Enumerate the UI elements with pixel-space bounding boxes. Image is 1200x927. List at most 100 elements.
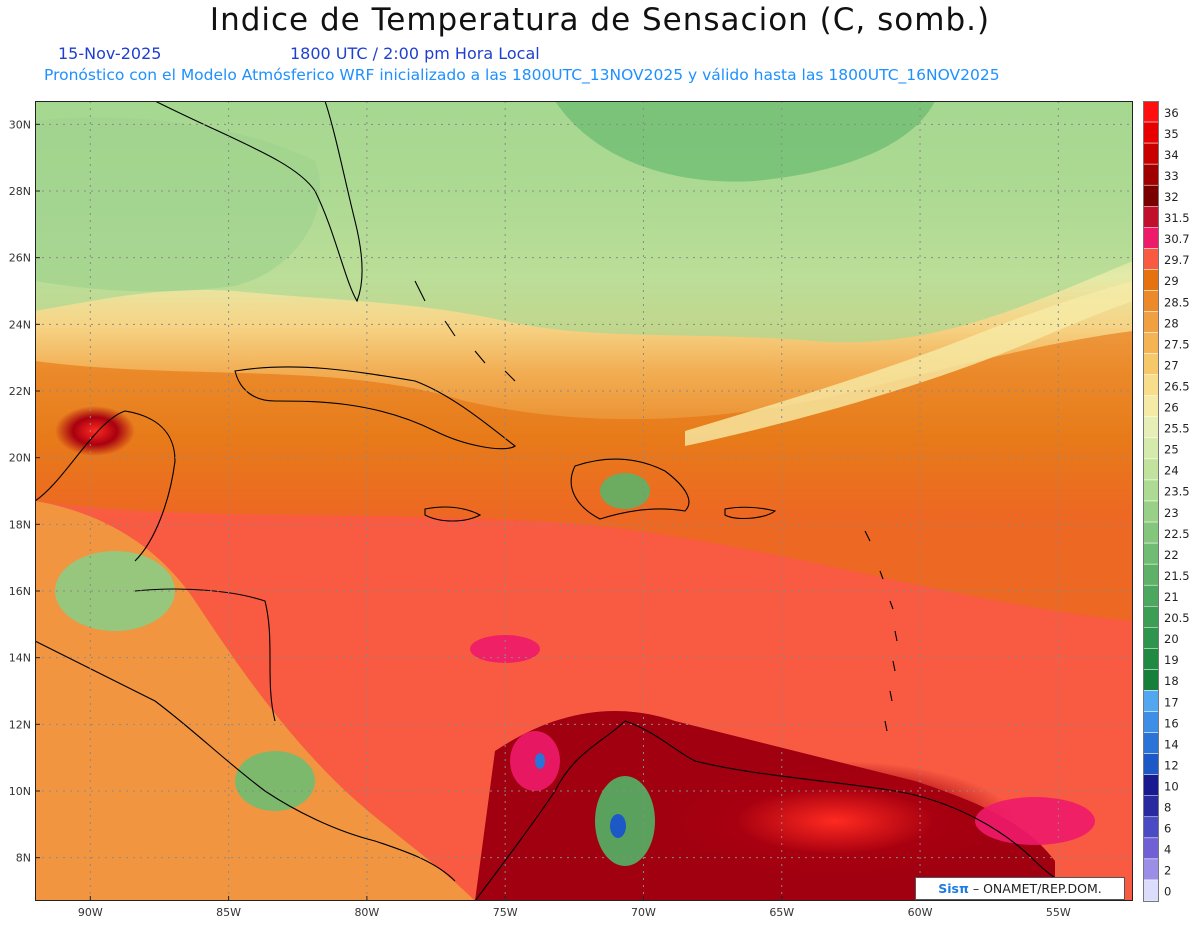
lon-label: 60W bbox=[908, 906, 933, 919]
legend-swatch bbox=[1143, 395, 1160, 418]
legend-label: 25.5 bbox=[1164, 422, 1190, 436]
central-america-coast bbox=[35, 640, 456, 882]
legend-label: 31.5 bbox=[1164, 211, 1190, 225]
legend-swatch bbox=[1143, 732, 1160, 754]
legend-label: 19 bbox=[1164, 653, 1179, 667]
puerto-rico-coast bbox=[724, 506, 777, 520]
hispaniola-coast bbox=[570, 458, 690, 520]
legend-label: 25 bbox=[1164, 443, 1179, 457]
credit-box: Sisπ – ONAMET/REP.DOM. bbox=[915, 877, 1125, 900]
lat-label: 10N bbox=[9, 785, 31, 798]
legend-label: 26 bbox=[1164, 401, 1179, 415]
valid-date: 15-Nov-2025 bbox=[58, 44, 162, 63]
lat-label: 12N bbox=[9, 718, 31, 731]
yucatan-coast bbox=[35, 410, 176, 562]
graticule bbox=[35, 101, 1133, 901]
legend-label: 16 bbox=[1164, 716, 1179, 730]
lat-label: 30N bbox=[9, 118, 31, 131]
valid-time: 1800 UTC / 2:00 pm Hora Local bbox=[290, 44, 540, 63]
legend-label: 2 bbox=[1164, 864, 1171, 878]
legend-swatch bbox=[1143, 584, 1160, 607]
color-legend: 363534333231.530.729.72928.52827.52726.5… bbox=[1143, 101, 1190, 902]
legend-swatch bbox=[1143, 858, 1160, 881]
legend-label: 32 bbox=[1164, 190, 1179, 204]
legend-label: 0 bbox=[1164, 885, 1171, 899]
legend-frame bbox=[1143, 101, 1159, 902]
legend-swatch bbox=[1143, 479, 1160, 502]
legend-swatch bbox=[1143, 332, 1160, 354]
legend-swatch bbox=[1143, 753, 1160, 775]
heat-index-map: 30N 28N 26N 24N 22N 20N 18N 16N 14N 12N 10N 8N 90W 8… bbox=[9, 101, 1133, 919]
legend-label: 8 bbox=[1164, 801, 1171, 815]
legend-label: 10 bbox=[1164, 779, 1179, 793]
lat-label: 14N bbox=[9, 652, 31, 665]
legend-swatch bbox=[1143, 269, 1160, 291]
florida-coast bbox=[154, 101, 363, 303]
forecast-info: Pronóstico con el Modelo Atmósferico WRF… bbox=[44, 66, 1000, 84]
lon-label: 80W bbox=[354, 906, 379, 919]
legend-swatch bbox=[1143, 711, 1160, 733]
caribbean-hot-sea bbox=[135, 523, 1003, 801]
lat-label: 22N bbox=[9, 385, 31, 398]
legend-swatch bbox=[1143, 795, 1160, 818]
legend-swatch bbox=[1143, 627, 1160, 649]
legend-swatch bbox=[1143, 542, 1160, 565]
legend-label: 20 bbox=[1164, 632, 1179, 646]
legend-label: 21.5 bbox=[1164, 569, 1190, 583]
legend-label: 29.7 bbox=[1164, 253, 1190, 267]
legend-swatch bbox=[1143, 690, 1160, 712]
legend-swatch bbox=[1143, 184, 1160, 207]
legend-label: 34 bbox=[1164, 148, 1179, 162]
jamaica-coast bbox=[424, 506, 482, 522]
legend-swatch bbox=[1143, 142, 1160, 165]
legend-swatch bbox=[1143, 521, 1160, 544]
legend-swatch bbox=[1143, 879, 1160, 902]
lesser-antilles bbox=[864, 530, 898, 732]
legend-label: 33 bbox=[1164, 169, 1179, 183]
legend-label: 29 bbox=[1164, 274, 1179, 288]
legend-swatch bbox=[1143, 206, 1160, 228]
lon-label: 90W bbox=[78, 906, 103, 919]
legend-label: 17 bbox=[1164, 695, 1179, 709]
costa-rica-green bbox=[235, 751, 315, 811]
legend-label: 27 bbox=[1164, 358, 1179, 372]
map-title: Indice de Temperatura de Sensacion (C, s… bbox=[209, 2, 991, 38]
legend-swatch bbox=[1143, 774, 1160, 796]
lon-label: 70W bbox=[631, 906, 656, 919]
lat-label: 16N bbox=[9, 585, 31, 598]
legend-label: 36 bbox=[1164, 106, 1179, 120]
north-deep-green bbox=[555, 101, 935, 182]
legend-swatch bbox=[1143, 416, 1160, 439]
legend-label: 23.5 bbox=[1164, 485, 1190, 499]
legend-swatch bbox=[1143, 563, 1160, 586]
legend-label: 18 bbox=[1164, 674, 1179, 688]
legend-label: 6 bbox=[1164, 822, 1171, 836]
legend-label: 22.5 bbox=[1164, 527, 1190, 541]
hispaniola-green bbox=[600, 473, 650, 509]
yucatan-red-peak bbox=[55, 406, 135, 456]
lat-label: 18N bbox=[9, 518, 31, 531]
cuba-coast bbox=[234, 366, 516, 450]
lon-label: 55W bbox=[1046, 906, 1071, 919]
legend-label: 28 bbox=[1164, 316, 1179, 330]
legend-swatch bbox=[1143, 500, 1160, 523]
legend-label: 12 bbox=[1164, 758, 1179, 772]
legend-swatch bbox=[1143, 816, 1160, 839]
legend-swatch bbox=[1143, 606, 1160, 628]
lat-label: 20N bbox=[9, 452, 31, 465]
legend-swatch bbox=[1143, 374, 1160, 396]
legend-swatch bbox=[1143, 163, 1160, 186]
legend-label: 23 bbox=[1164, 506, 1179, 520]
blue-cool-spot bbox=[610, 814, 626, 838]
legend-label: 35 bbox=[1164, 127, 1179, 141]
lon-label: 85W bbox=[216, 906, 241, 919]
legend-label: 22 bbox=[1164, 548, 1179, 562]
legend-swatch bbox=[1143, 353, 1160, 375]
legend-swatch bbox=[1143, 437, 1160, 460]
yellow-stripe-1 bbox=[685, 281, 1133, 446]
lon-label: 75W bbox=[493, 906, 518, 919]
latitude-labels: 30N 28N 26N 24N 22N 20N 18N 16N 14N 12N 10N 8N bbox=[9, 118, 40, 865]
legend-swatch bbox=[1143, 458, 1160, 481]
venezuela-red-peak bbox=[655, 761, 1015, 881]
blue-cool-spot-2 bbox=[535, 753, 545, 769]
